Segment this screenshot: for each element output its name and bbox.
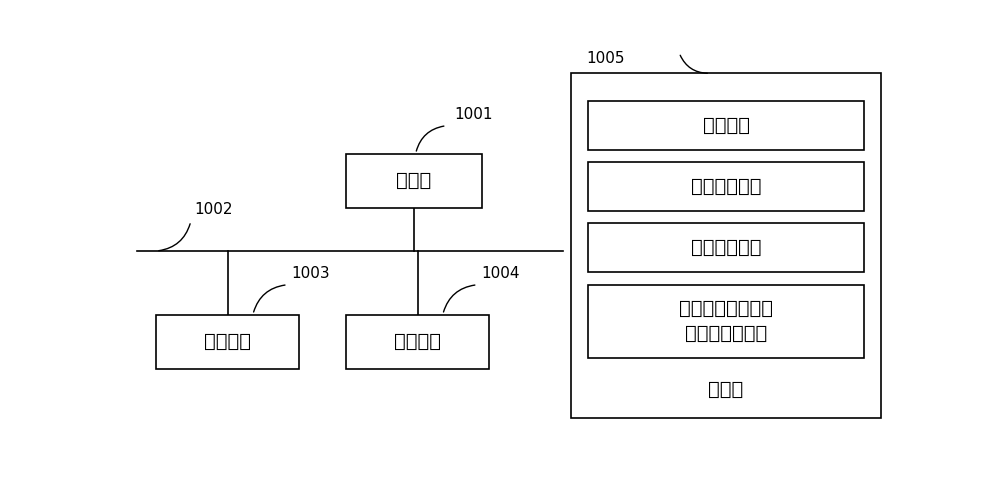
Text: 网络通信模块: 网络通信模块 — [691, 177, 761, 196]
Bar — [588, 102, 864, 150]
Text: 操作系统: 操作系统 — [703, 116, 750, 135]
Bar — [588, 162, 864, 211]
Bar — [346, 154, 482, 208]
Text: 用户接口: 用户接口 — [204, 332, 251, 351]
Text: 1005: 1005 — [586, 51, 625, 66]
Text: 存储器: 存储器 — [708, 380, 743, 399]
Bar — [588, 224, 864, 272]
Text: 处理器: 处理器 — [396, 172, 431, 191]
Text: 网络接口: 网络接口 — [394, 332, 441, 351]
Text: 用户接口模块: 用户接口模块 — [691, 238, 761, 257]
Bar — [588, 285, 864, 358]
Bar — [346, 314, 489, 369]
Bar — [156, 314, 299, 369]
Bar — [571, 73, 881, 417]
Text: 基于联邦迁移的脑
电数据处理程序: 基于联邦迁移的脑 电数据处理程序 — [679, 299, 773, 343]
Text: 1003: 1003 — [292, 266, 330, 281]
Text: 1001: 1001 — [454, 107, 493, 122]
Text: 1004: 1004 — [482, 266, 520, 281]
Text: 1002: 1002 — [195, 202, 233, 217]
